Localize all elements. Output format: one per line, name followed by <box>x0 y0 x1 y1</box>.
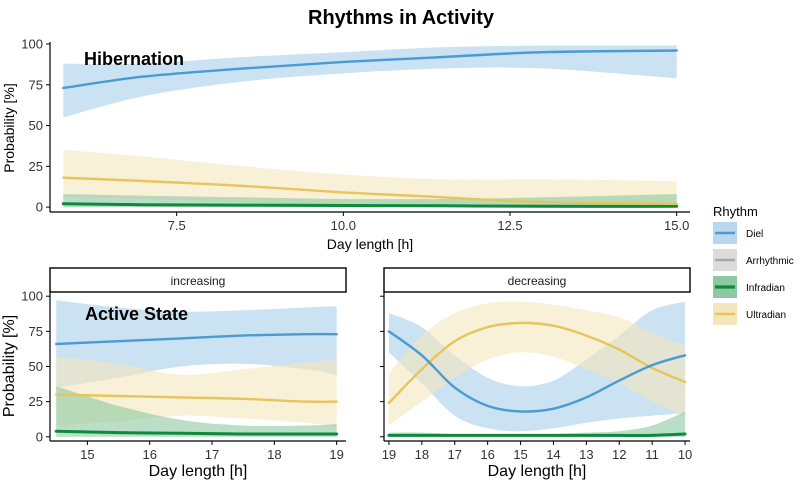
x-tick-label: 17 <box>205 447 219 462</box>
ribbon-ultradian <box>388 301 686 426</box>
x-axis-title: Day length [h] <box>149 463 248 480</box>
active-increasing-panel: increasing 0 25 50 75 100 15 16 17 18 19 Day length… <box>1 267 347 480</box>
line-infradian <box>61 202 679 208</box>
facet-label-decreasing: decreasing <box>508 274 567 288</box>
y-tick-label: 100 <box>21 37 43 52</box>
series-lines <box>61 49 679 208</box>
y-tick-label: 75 <box>29 77 43 92</box>
rhythm-legend: Rhythm Diel Arrhythmic Infradian Ultradian <box>713 204 794 325</box>
facet-label-increasing: increasing <box>171 274 226 288</box>
y-tick-label: 100 <box>21 289 43 304</box>
line-ultradian <box>387 321 687 405</box>
x-tick-label: 7.5 <box>168 218 186 233</box>
x-tick-label: 16 <box>480 447 494 462</box>
y-tick-label: 50 <box>29 359 43 374</box>
legend-label-diel: Diel <box>746 229 763 240</box>
y-axis-title: Probability [%] <box>1 83 17 172</box>
x-tick-label: 12 <box>612 447 626 462</box>
line-ultradian <box>62 176 678 205</box>
y-tick-label: 50 <box>29 118 43 133</box>
x-tick-label: 16 <box>142 447 156 462</box>
x-tick-label: 15 <box>80 447 94 462</box>
ribbon-ultradian <box>63 150 677 208</box>
line-diel <box>55 332 338 346</box>
y-tick-label: 0 <box>36 200 43 215</box>
x-axis-title: Day length [h] <box>327 236 413 252</box>
legend-item-arrhythmic: Arrhythmic <box>713 249 794 271</box>
ribbons <box>56 300 337 437</box>
y-tick-label: 25 <box>29 159 43 174</box>
facet-strip-decreasing <box>383 267 691 293</box>
legend-item-infradian: Infradian <box>713 276 785 298</box>
x-tick-label: 10.0 <box>331 218 356 233</box>
x-tick-label: 18 <box>415 447 429 462</box>
x-tick-label: 13 <box>579 447 593 462</box>
y-axis-title: Probability [%] <box>1 315 18 417</box>
ribbon-infradian <box>56 386 337 437</box>
axes: 19 18 17 16 15 14 13 12 11 10 <box>380 290 692 462</box>
x-tick-label: 17 <box>448 447 462 462</box>
panel-label-active-state: Active State <box>85 304 188 324</box>
x-tick-label: 10 <box>678 447 692 462</box>
axes: 0 25 50 75 100 15 16 17 18 19 <box>21 289 346 462</box>
x-tick-label: 14 <box>546 447 560 462</box>
series-lines <box>387 321 687 437</box>
x-tick-label: 19 <box>329 447 343 462</box>
figure-title: Rhythms in Activity <box>308 7 495 29</box>
axes: 0 25 50 75 100 7.5 10.0 12.5 15.0 <box>21 37 690 233</box>
line-infradian <box>54 429 339 436</box>
x-tick-label: 15.0 <box>664 218 689 233</box>
x-tick-label: 19 <box>382 447 396 462</box>
legend-label-infradian: Infradian <box>746 283 785 294</box>
ribbons <box>63 45 677 208</box>
legend-label-ultradian: Ultradian <box>746 310 786 321</box>
line-infradian <box>387 432 687 437</box>
x-tick-label: 12.5 <box>497 218 522 233</box>
panel-label-hibernation: Hibernation <box>84 49 184 69</box>
ribbon-diel <box>63 45 677 118</box>
legend-title: Rhythm <box>713 204 758 219</box>
y-tick-label: 25 <box>29 394 43 409</box>
legend-item-ultradian: Ultradian <box>713 303 786 325</box>
line-ultradian <box>55 393 338 404</box>
y-tick-label: 75 <box>29 324 43 339</box>
ribbon-diel <box>388 301 686 432</box>
x-tick-label: 15 <box>513 447 527 462</box>
legend-label-arrhythmic: Arrhythmic <box>746 256 794 267</box>
hibernation-panel: 0 25 50 75 100 7.5 10.0 12.5 15.0 Day length [h] P… <box>1 37 690 252</box>
x-tick-label: 18 <box>267 447 281 462</box>
x-axis-title: Day length [h] <box>488 463 587 480</box>
line-diel <box>62 49 678 90</box>
y-tick-label: 0 <box>36 429 43 444</box>
x-tick-label: 11 <box>645 447 659 462</box>
series-lines <box>54 332 339 436</box>
line-diel <box>387 330 687 413</box>
facet-strip-increasing <box>49 267 347 293</box>
legend-item-diel: Diel <box>713 222 763 244</box>
active-decreasing-panel: decreasing 19 18 17 16 15 14 13 12 11 10 Day length… <box>380 267 692 480</box>
